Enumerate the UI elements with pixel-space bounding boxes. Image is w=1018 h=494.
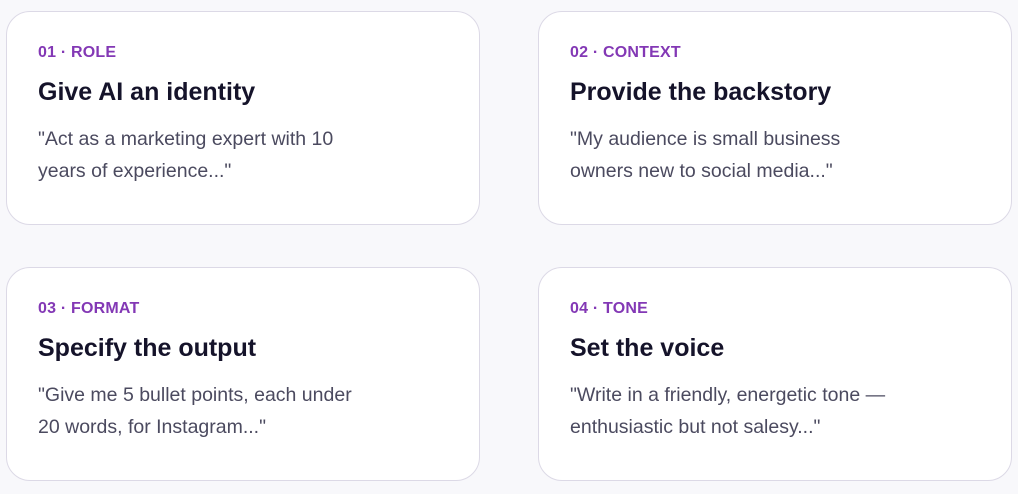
card-context: 02 · CONTEXT Provide the backstory "My a… (538, 11, 1012, 225)
card-tone: 04 · TONE Set the voice "Write in a frie… (538, 267, 1012, 481)
card-label: 04 · TONE (570, 300, 648, 317)
card-label: 02 · CONTEXT (570, 44, 681, 61)
card-label: 03 · FORMAT (38, 300, 140, 317)
card-title: Provide the backstory (570, 78, 832, 106)
card-label: 01 · ROLE (38, 44, 117, 61)
card-title: Set the voice (570, 334, 725, 362)
card-body: "Give me 5 bullet points, each under 20 … (38, 384, 352, 438)
card-body: "My audience is small business owners ne… (570, 128, 841, 182)
card-title: Specify the output (38, 334, 257, 362)
card-body: "Act as a marketing expert with 10 years… (38, 128, 334, 182)
card-body: "Write in a friendly, energetic tone — e… (570, 384, 886, 438)
card-role: 01 · ROLE Give AI an identity "Act as a … (6, 11, 480, 225)
card-format: 03 · FORMAT Specify the output "Give me … (6, 267, 480, 481)
card-title: Give AI an identity (38, 78, 256, 106)
